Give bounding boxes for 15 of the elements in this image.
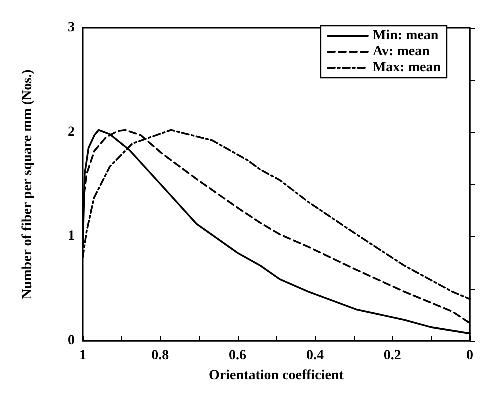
y-axis-title: Number of fiber per square mm (Nos.) (20, 69, 36, 300)
x-tick-label: 0.8 (152, 348, 170, 364)
x-tick-label: 0.6 (229, 348, 247, 364)
y-tick-label: 0 (68, 334, 75, 348)
legend-label: Min: mean (372, 28, 439, 44)
x-tick-label: 0 (466, 348, 474, 364)
y-tick-label: 3 (68, 20, 75, 36)
x-tick-label: 0.2 (384, 348, 402, 364)
legend-label: Av: mean (372, 44, 430, 60)
y-tick-label: 2 (68, 124, 75, 140)
x-tick-label: 1 (80, 348, 86, 364)
x-axis-title: Orientation coefficient (209, 368, 344, 384)
y-tick-label: 1 (68, 229, 75, 244)
x-tick-label: 0.4 (306, 348, 324, 364)
legend-label: Max: mean (372, 60, 442, 76)
